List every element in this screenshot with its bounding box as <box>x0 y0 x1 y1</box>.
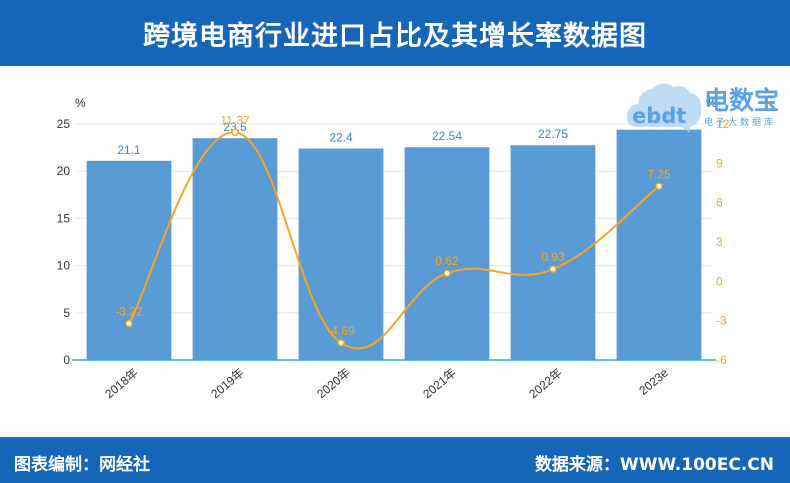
bar <box>192 138 278 360</box>
left-axis-tick: 15 <box>57 211 71 225</box>
chart-title: 跨境电商行业进口占比及其增长率数据图 <box>143 20 647 51</box>
footer-credit: 图表编制：网经社 <box>14 455 150 475</box>
right-axis-tick: 0 <box>716 274 723 288</box>
logo-badge-text: ebdt <box>632 104 686 128</box>
line-data-label: 0.93 <box>541 250 565 264</box>
line-data-label: -4.69 <box>327 324 355 338</box>
bar <box>616 129 702 360</box>
x-axis-tick: 2018年 <box>102 366 141 402</box>
bar-data-label: 22.75 <box>538 127 568 141</box>
bar-data-label: 22.4 <box>329 131 353 145</box>
bar-line-chart: 0 5 10 15 20 25 -6 -3 0 3 6 9 12% % 21.1 23.5 22.4 22.54 2… <box>57 96 730 402</box>
bar <box>298 148 384 360</box>
header-bar: 跨境电商行业进口占比及其增长率数据图 <box>0 0 790 66</box>
right-axis-tick: -6 <box>716 353 727 367</box>
left-axis-tick: 10 <box>57 259 71 273</box>
right-axis-tick: -3 <box>716 314 727 328</box>
logo-main-text: 电数宝 <box>704 86 780 115</box>
left-axis-tick: 5 <box>63 306 70 320</box>
right-axis-tick: 9 <box>716 156 723 170</box>
logo-sub-text: 电子大数据库 <box>704 118 777 128</box>
bar-data-label: 23.5 <box>223 120 247 134</box>
line-point <box>443 269 451 277</box>
dianshubao-logo: ebdt 电数宝 电子大数据库 <box>622 73 787 137</box>
left-axis-tick: 20 <box>57 164 71 178</box>
line-point <box>125 319 133 328</box>
line-data-label: 0.62 <box>435 254 459 268</box>
cloud-logo-icon: ebdt <box>626 83 702 133</box>
x-axis-tick: 2019年 <box>208 366 247 402</box>
line-data-label: 7.25 <box>647 167 671 181</box>
right-axis-tick: 3 <box>716 235 723 249</box>
footer-bar: 图表编制：网经社 数据来源：WWW.100EC.CN <box>0 437 790 483</box>
left-axis-tick: 25 <box>57 117 71 131</box>
x-axis-tick: 2021年 <box>420 366 459 402</box>
left-axis-tick: 0 <box>63 353 70 367</box>
line-data-label: -3.22 <box>115 305 143 319</box>
bar <box>404 147 490 360</box>
bar-data-label: 21.1 <box>117 143 141 157</box>
left-axis-unit: % <box>75 96 86 110</box>
line-data-label: 11.37 <box>220 113 249 127</box>
line-point <box>655 182 663 191</box>
line-point <box>231 128 239 137</box>
x-axis-tick: 2023e <box>636 365 671 397</box>
x-axis-tick: 2020年 <box>314 366 353 402</box>
x-axis-tick: 2022年 <box>526 366 565 402</box>
bar <box>86 160 172 360</box>
bar-data-label: 22.54 <box>432 129 462 143</box>
right-axis-tick: 6 <box>716 196 723 210</box>
right-axis-unit: % <box>706 96 717 110</box>
line-point <box>549 265 557 273</box>
line-point <box>337 339 345 347</box>
right-axis-tick: 12 <box>716 117 730 131</box>
footer-source: 数据来源：WWW.100EC.CN <box>534 455 774 475</box>
